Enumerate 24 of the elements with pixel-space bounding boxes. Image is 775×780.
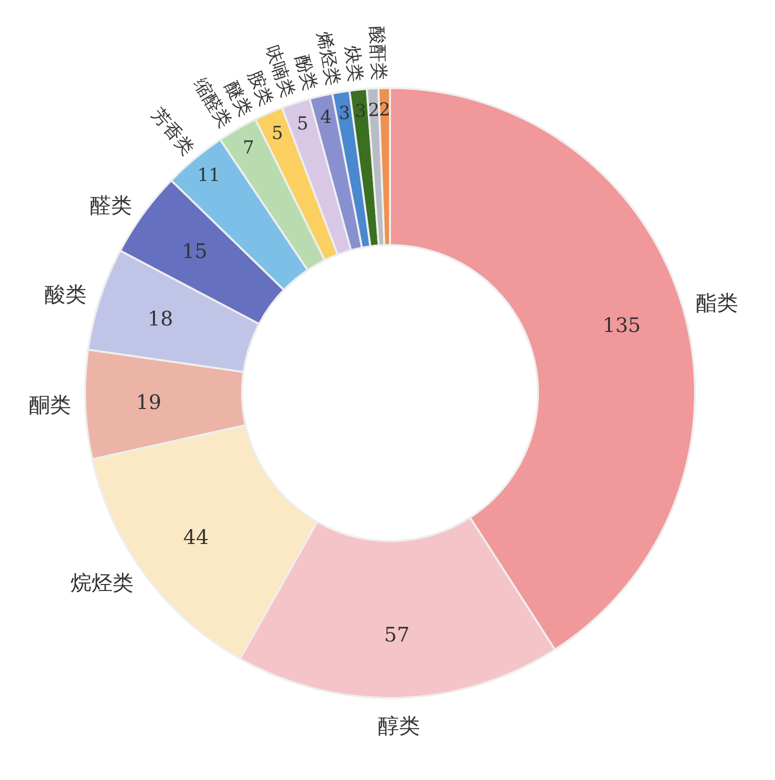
data-label: 5 [272,122,284,144]
data-label: 4 [320,106,332,128]
data-label: 5 [296,113,308,134]
data-label: 7 [242,137,254,158]
slice-label: 酸类 [44,282,87,306]
data-label: 2 [368,100,380,121]
slice-label: 醇类 [378,714,420,738]
slice-label: 烷烃类 [70,570,134,595]
slice-label: 酸酐类 [366,26,390,81]
slice-label: 醛类 [90,193,132,218]
data-label: 15 [182,239,208,264]
slice-label: 酯类 [696,291,738,316]
data-label: 11 [197,165,220,186]
data-label: 3 [338,103,350,124]
data-label: 2 [378,100,390,121]
slice-label: 酮类 [29,393,72,418]
data-label: 44 [183,524,209,549]
data-label: 18 [148,306,174,330]
data-label: 3 [354,101,366,122]
data-label: 135 [602,312,641,337]
slice-label: 芳香类 [146,104,198,160]
data-label: 19 [136,390,162,414]
slice-label: 炔类 [341,44,366,84]
data-label: 57 [384,622,410,646]
